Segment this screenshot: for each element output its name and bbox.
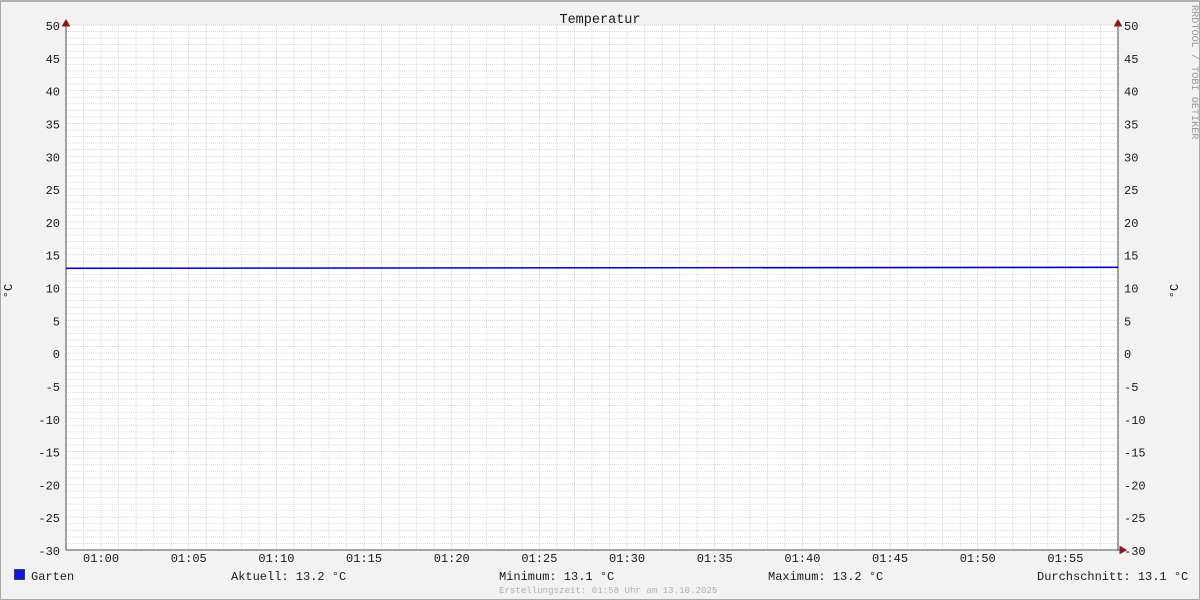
svg-text:10: 10 — [1124, 283, 1138, 297]
svg-text:15: 15 — [46, 250, 60, 264]
svg-text:Garten: Garten — [31, 570, 74, 584]
svg-text:01:05: 01:05 — [171, 552, 207, 566]
svg-text:-10: -10 — [38, 414, 60, 428]
svg-text:Maximum: 13.2 °C: Maximum: 13.2 °C — [768, 570, 883, 584]
svg-text:Durchschnitt: 13.1 °C: Durchschnitt: 13.1 °C — [1037, 570, 1188, 584]
svg-text:01:40: 01:40 — [784, 552, 820, 566]
svg-text:35: 35 — [1124, 118, 1138, 132]
svg-text:10: 10 — [46, 283, 60, 297]
svg-text:01:10: 01:10 — [258, 552, 294, 566]
svg-text:-25: -25 — [1124, 512, 1146, 526]
svg-text:0: 0 — [53, 348, 60, 362]
svg-text:01:25: 01:25 — [521, 552, 557, 566]
svg-text:-15: -15 — [1124, 447, 1146, 461]
svg-text:Temperatur: Temperatur — [559, 13, 640, 28]
svg-text:20: 20 — [46, 217, 60, 231]
svg-text:-20: -20 — [1124, 479, 1146, 493]
svg-text:-30: -30 — [38, 545, 60, 559]
svg-text:01:20: 01:20 — [434, 552, 470, 566]
svg-text:°C: °C — [1168, 284, 1182, 298]
svg-text:50: 50 — [46, 20, 60, 34]
svg-text:25: 25 — [46, 184, 60, 198]
svg-text:-15: -15 — [38, 447, 60, 461]
svg-text:5: 5 — [1124, 315, 1131, 329]
svg-text:-30: -30 — [1124, 545, 1146, 559]
svg-text:Minimum: 13.1 °C: Minimum: 13.1 °C — [499, 570, 614, 584]
svg-text:40: 40 — [1124, 86, 1138, 100]
svg-text:0: 0 — [1124, 348, 1131, 362]
svg-text:-25: -25 — [38, 512, 60, 526]
svg-text:Erstellungszeit: 01:58 Uhr am: Erstellungszeit: 01:58 Uhr am 13.10.2025 — [499, 585, 717, 596]
svg-text:-5: -5 — [46, 381, 60, 395]
svg-text:45: 45 — [1124, 53, 1138, 67]
svg-text:01:45: 01:45 — [872, 552, 908, 566]
svg-text:-10: -10 — [1124, 414, 1146, 428]
svg-text:01:35: 01:35 — [697, 552, 733, 566]
svg-text:40: 40 — [46, 86, 60, 100]
svg-text:-5: -5 — [1124, 381, 1138, 395]
svg-text:01:00: 01:00 — [83, 552, 119, 566]
svg-text:RRDTOOL / TOBI OETIKER: RRDTOOL / TOBI OETIKER — [1188, 5, 1200, 140]
svg-text:°C: °C — [2, 284, 16, 298]
svg-text:30: 30 — [46, 151, 60, 165]
svg-text:45: 45 — [46, 53, 60, 67]
svg-text:15: 15 — [1124, 250, 1138, 264]
svg-text:25: 25 — [1124, 184, 1138, 198]
svg-text:-20: -20 — [38, 479, 60, 493]
svg-text:01:15: 01:15 — [346, 552, 382, 566]
svg-text:01:55: 01:55 — [1047, 552, 1083, 566]
svg-text:01:30: 01:30 — [609, 552, 645, 566]
svg-text:01:50: 01:50 — [960, 552, 996, 566]
svg-text:Aktuell: 13.2 °C: Aktuell: 13.2 °C — [231, 570, 346, 584]
svg-text:30: 30 — [1124, 151, 1138, 165]
svg-text:50: 50 — [1124, 20, 1138, 34]
svg-text:20: 20 — [1124, 217, 1138, 231]
svg-text:5: 5 — [53, 315, 60, 329]
svg-text:35: 35 — [46, 118, 60, 132]
